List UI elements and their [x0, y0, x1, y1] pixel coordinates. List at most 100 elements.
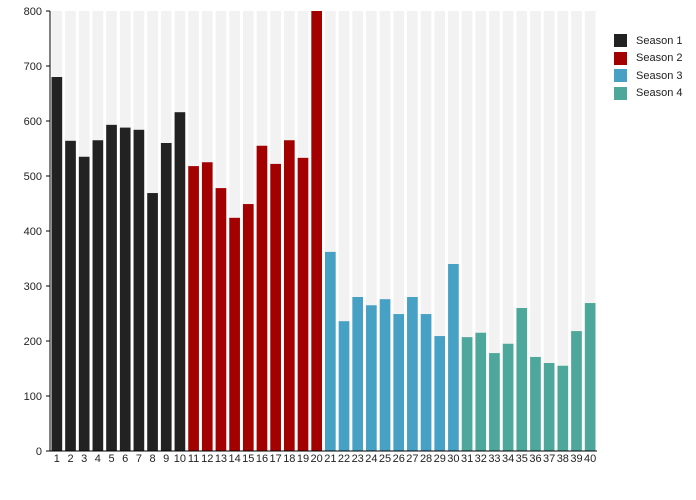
bar-12 — [201, 162, 213, 451]
x-tick-label: 14 — [228, 453, 240, 465]
x-tick-label: 28 — [420, 453, 432, 465]
bar-24 — [366, 305, 377, 451]
bar-30 — [448, 264, 459, 451]
x-tick-label: 26 — [393, 453, 405, 465]
bar-13 — [215, 188, 227, 451]
legend-item: Season 1 — [614, 32, 682, 50]
bar-40 — [584, 303, 596, 451]
x-tick-label: 5 — [108, 453, 114, 465]
background-band — [557, 11, 569, 451]
legend-swatch — [614, 86, 627, 100]
bar-16 — [256, 145, 268, 451]
background-band — [393, 11, 405, 451]
x-tick-label: 11 — [188, 453, 199, 465]
x-tick-label: 19 — [297, 453, 309, 465]
x-tick-label: 36 — [529, 453, 541, 465]
y-tick-label: 500 — [24, 171, 42, 183]
legend-item: Season 4 — [614, 85, 682, 103]
bar-26 — [393, 314, 405, 451]
y-tick-label: 100 — [24, 391, 42, 403]
legend-item: Season 3 — [614, 67, 682, 85]
y-tick-label: 300 — [24, 281, 42, 293]
background-band — [489, 11, 500, 451]
background-band — [434, 11, 446, 451]
bar-37 — [543, 363, 555, 451]
x-tick-label: 2 — [67, 453, 73, 465]
x-tick-label: 3 — [81, 453, 87, 465]
x-tick-label: 16 — [256, 453, 268, 465]
bar-22 — [338, 321, 350, 451]
bar-1 — [51, 77, 63, 451]
bar-36 — [530, 356, 541, 451]
bar-9 — [160, 143, 172, 451]
x-tick-label: 29 — [434, 453, 446, 465]
legend-label: Season 3 — [636, 69, 683, 82]
background-band — [338, 11, 350, 451]
bar-7 — [133, 129, 145, 452]
y-tick-label: 800 — [24, 6, 42, 18]
bar-15 — [242, 204, 254, 451]
bar-29 — [434, 336, 446, 451]
background-band — [571, 11, 582, 451]
y-tick-label: 700 — [24, 61, 42, 73]
x-tick-label: 25 — [379, 453, 391, 465]
y-tick-label: 200 — [24, 336, 42, 348]
x-tick-label: 24 — [365, 453, 377, 465]
x-tick-label: 1 — [54, 453, 60, 465]
x-tick-label: 8 — [150, 453, 156, 465]
bar-4 — [92, 140, 104, 451]
background-band — [407, 11, 418, 451]
bar-6 — [119, 127, 131, 451]
bar-20 — [311, 11, 322, 451]
bar-11 — [188, 166, 199, 451]
bar-23 — [352, 297, 364, 451]
x-tick-label: 30 — [447, 453, 459, 465]
legend-swatch — [614, 51, 627, 65]
x-tick-label: 12 — [201, 453, 213, 465]
bar-39 — [571, 331, 582, 451]
bar-18 — [283, 140, 295, 451]
x-tick-label: 34 — [502, 453, 514, 465]
background-band — [543, 11, 555, 451]
background-band — [584, 11, 596, 451]
background-band — [502, 11, 514, 451]
x-tick-label: 31 — [461, 453, 473, 465]
bar-8 — [147, 193, 158, 452]
x-tick-label: 32 — [475, 453, 487, 465]
x-tick-label: 23 — [352, 453, 364, 465]
background-band — [325, 11, 336, 451]
background-band — [516, 11, 528, 451]
bar-33 — [489, 353, 500, 451]
x-tick-label: 35 — [516, 453, 528, 465]
bar-35 — [516, 308, 528, 451]
bar-38 — [557, 365, 569, 451]
y-tick-label: 400 — [24, 226, 42, 238]
background-band — [530, 11, 541, 451]
x-tick-label: 22 — [338, 453, 350, 465]
bar-19 — [297, 157, 309, 451]
legend-label: Season 4 — [636, 87, 683, 100]
x-tick-label: 20 — [311, 453, 323, 465]
x-tick-label: 13 — [215, 453, 227, 465]
bar-17 — [270, 163, 281, 451]
background-band — [379, 11, 391, 451]
y-tick-label: 600 — [24, 116, 42, 128]
y-tick-label: 0 — [36, 446, 42, 458]
bar-25 — [379, 299, 391, 451]
x-tick-label: 27 — [406, 453, 418, 465]
bar-32 — [475, 332, 487, 451]
bar-3 — [78, 156, 90, 451]
background-band — [475, 11, 487, 451]
bar-14 — [229, 217, 240, 451]
x-tick-label: 7 — [136, 453, 142, 465]
bar-21 — [325, 251, 336, 451]
bar-27 — [407, 297, 418, 451]
background-band — [352, 11, 364, 451]
x-tick-label: 33 — [488, 453, 500, 465]
legend-item: Season 2 — [614, 50, 682, 68]
bar-34 — [502, 343, 514, 451]
background-band — [420, 11, 432, 451]
x-tick-label: 21 — [324, 453, 336, 465]
bar-10 — [174, 112, 186, 451]
